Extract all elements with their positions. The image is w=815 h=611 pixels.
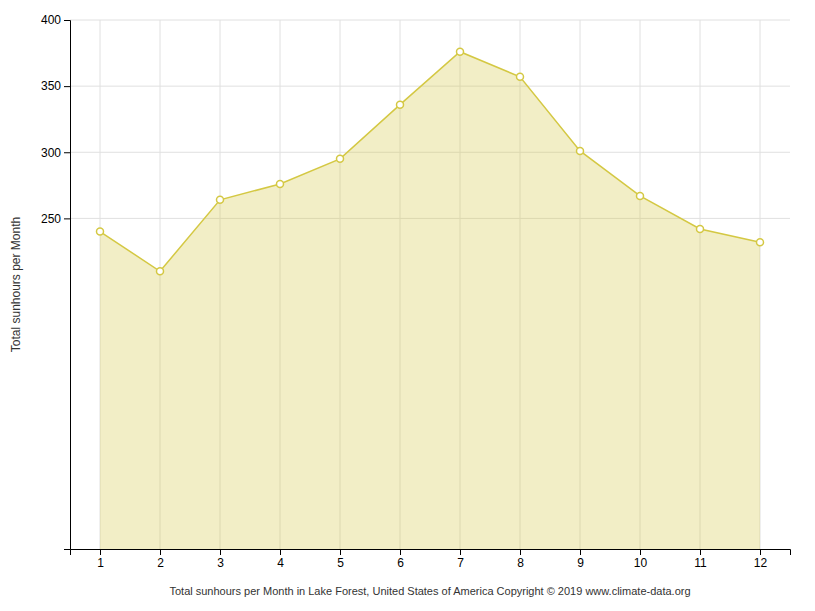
marker xyxy=(457,48,464,55)
marker xyxy=(517,73,524,80)
tick-mark xyxy=(700,549,701,555)
tick-mark xyxy=(340,549,341,555)
tick: 350 xyxy=(41,79,70,93)
tick-mark xyxy=(400,549,401,555)
tick-mark xyxy=(64,218,70,219)
axis-line xyxy=(64,21,71,550)
marker xyxy=(757,239,764,246)
line xyxy=(100,52,760,272)
tick-mark xyxy=(160,549,161,555)
tick-label: 2 xyxy=(157,556,164,570)
marker xyxy=(397,101,404,108)
tick: 4 xyxy=(277,549,284,570)
marker xyxy=(337,155,344,162)
grid xyxy=(70,20,790,549)
tick: 11 xyxy=(694,549,707,570)
tick: 5 xyxy=(337,549,344,570)
tick: 12 xyxy=(754,549,768,570)
tick-label: 300 xyxy=(41,146,61,160)
tick-mark xyxy=(280,549,281,555)
tick-mark xyxy=(64,20,70,21)
marks xyxy=(97,48,764,549)
tick-label: 1 xyxy=(97,556,104,570)
tick-label: 5 xyxy=(337,556,344,570)
tick-label: 12 xyxy=(754,556,768,570)
tick: 400 xyxy=(41,13,70,27)
tick-mark xyxy=(580,549,581,555)
marker xyxy=(217,196,224,203)
marker xyxy=(697,225,704,232)
tick-label: 7 xyxy=(457,556,464,570)
tick-label: 250 xyxy=(41,212,61,226)
marker xyxy=(157,268,164,275)
tick: 8 xyxy=(517,549,524,570)
tick-label: 4 xyxy=(277,556,284,570)
tick: 300 xyxy=(41,146,70,160)
tick-label: 11 xyxy=(694,556,707,570)
tick-mark xyxy=(640,549,641,555)
tick: 1 xyxy=(97,549,104,570)
x-axis-title: Total sunhours per Month in Lake Forest,… xyxy=(169,585,690,597)
marker xyxy=(577,147,584,154)
tick: 250 xyxy=(41,212,70,226)
tick-label: 350 xyxy=(41,79,61,93)
tick-mark xyxy=(64,152,70,153)
chart: 123456789101112250300350400Total sunhour… xyxy=(0,0,815,611)
tick: 7 xyxy=(457,549,464,570)
grid-line xyxy=(70,20,790,21)
marker xyxy=(637,192,644,199)
tick-label: 9 xyxy=(577,556,584,570)
tick-mark xyxy=(64,86,70,87)
axis-line xyxy=(71,550,791,556)
tick: 10 xyxy=(634,549,648,570)
tick-label: 8 xyxy=(517,556,524,570)
tick-label: 6 xyxy=(397,556,404,570)
plot: 123456789101112250300350400 xyxy=(41,13,791,569)
tick-label: 400 xyxy=(41,13,61,27)
y-axis-title: Total sunhours per Month xyxy=(9,217,23,352)
y-axis: 250 300 350 400 xyxy=(41,13,71,549)
tick: 2 xyxy=(157,549,164,570)
tick-mark xyxy=(220,549,221,555)
tick-mark xyxy=(100,549,101,555)
x-axis: 123456789101112 xyxy=(71,549,791,570)
tick-mark xyxy=(760,549,761,555)
area xyxy=(100,52,760,549)
tick-label: 10 xyxy=(634,556,648,570)
tick-label: 3 xyxy=(217,556,224,570)
marker xyxy=(277,180,284,187)
tick-mark xyxy=(520,549,521,555)
marker xyxy=(97,228,104,235)
tick: 6 xyxy=(397,549,404,570)
tick: 3 xyxy=(217,549,224,570)
tick-mark xyxy=(460,549,461,555)
tick: 9 xyxy=(577,549,584,570)
